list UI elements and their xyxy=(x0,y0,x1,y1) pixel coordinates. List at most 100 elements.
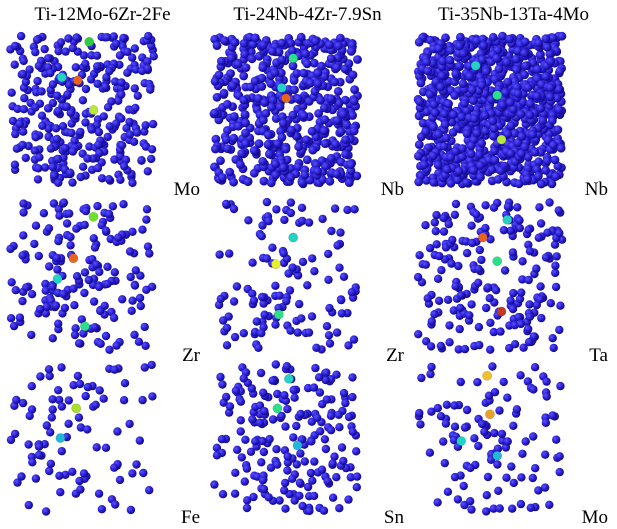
atom xyxy=(80,288,89,298)
atom xyxy=(239,39,249,48)
atom xyxy=(147,145,157,154)
atom xyxy=(475,245,484,255)
cluster-atom xyxy=(56,72,67,83)
atom xyxy=(218,380,227,389)
atom xyxy=(555,467,564,477)
atom xyxy=(13,478,22,487)
atom xyxy=(286,198,296,207)
atom xyxy=(101,82,110,91)
atom xyxy=(453,175,462,185)
atom xyxy=(310,457,319,466)
atom xyxy=(317,465,327,474)
atom xyxy=(509,421,518,430)
atom xyxy=(81,118,90,127)
atom xyxy=(510,340,520,349)
atom xyxy=(218,173,227,182)
cluster-atom xyxy=(292,440,303,451)
atom xyxy=(548,411,557,420)
atom xyxy=(300,457,309,466)
atom xyxy=(495,504,504,513)
atom xyxy=(335,263,344,272)
atom xyxy=(117,114,126,123)
atom xyxy=(49,199,59,208)
atom xyxy=(288,46,297,55)
atom xyxy=(314,373,324,382)
atom xyxy=(18,296,27,306)
element-label: Sn xyxy=(383,507,404,528)
atom xyxy=(551,172,561,181)
atom xyxy=(523,174,532,184)
atom xyxy=(349,96,359,106)
atom xyxy=(80,268,90,277)
atom xyxy=(467,85,477,95)
atom xyxy=(551,261,560,270)
atom xyxy=(263,140,273,149)
atom xyxy=(19,127,28,136)
atom xyxy=(348,70,358,80)
atom xyxy=(140,127,149,136)
atom xyxy=(505,34,515,44)
atom xyxy=(554,206,563,215)
atom-map-c2-r1 xyxy=(413,198,567,354)
atom xyxy=(118,295,127,304)
atom xyxy=(553,125,563,135)
atom xyxy=(454,166,464,176)
atom xyxy=(423,294,432,303)
cluster-atom xyxy=(482,370,492,381)
atom xyxy=(535,203,544,212)
atom xyxy=(416,420,425,429)
atom xyxy=(18,69,28,79)
atom xyxy=(543,228,552,237)
atom xyxy=(492,53,502,63)
atom xyxy=(481,223,490,233)
panel-c0-r0: Mo xyxy=(4,31,204,200)
atom xyxy=(490,155,500,165)
atom xyxy=(255,418,265,427)
atom xyxy=(262,197,272,207)
atom xyxy=(135,436,144,445)
atom xyxy=(119,33,128,43)
atom xyxy=(76,127,85,137)
atom xyxy=(331,139,340,149)
atom xyxy=(474,322,484,332)
atom xyxy=(517,288,526,297)
atom xyxy=(430,310,439,319)
atom xyxy=(325,176,335,186)
atom xyxy=(94,140,103,149)
atom xyxy=(252,317,261,326)
atom xyxy=(549,343,558,353)
atom xyxy=(109,32,119,41)
atom xyxy=(502,473,511,482)
atom xyxy=(10,429,20,439)
atom xyxy=(59,289,68,299)
atom xyxy=(489,203,499,212)
atom xyxy=(109,313,119,323)
atom xyxy=(297,314,306,323)
atom xyxy=(57,402,67,411)
atom xyxy=(38,121,47,130)
atom xyxy=(414,330,423,339)
atom xyxy=(31,48,40,57)
atom xyxy=(436,341,446,351)
atom xyxy=(320,139,330,148)
panel-c2-r0: Nb xyxy=(412,31,612,200)
atom xyxy=(57,363,66,372)
atom xyxy=(326,54,336,63)
atom xyxy=(511,54,521,64)
atom xyxy=(11,286,20,295)
atom xyxy=(48,405,57,414)
atom xyxy=(490,428,499,438)
atom xyxy=(299,111,309,120)
atom xyxy=(429,122,438,132)
atom xyxy=(443,487,453,496)
atom xyxy=(530,147,540,157)
atom xyxy=(35,304,45,314)
atom xyxy=(116,175,125,184)
cluster-atom xyxy=(496,134,507,145)
atom xyxy=(112,39,121,48)
atom xyxy=(257,82,267,91)
atom xyxy=(324,275,333,284)
atom xyxy=(142,215,151,224)
atom xyxy=(477,55,487,65)
atom xyxy=(307,312,317,321)
